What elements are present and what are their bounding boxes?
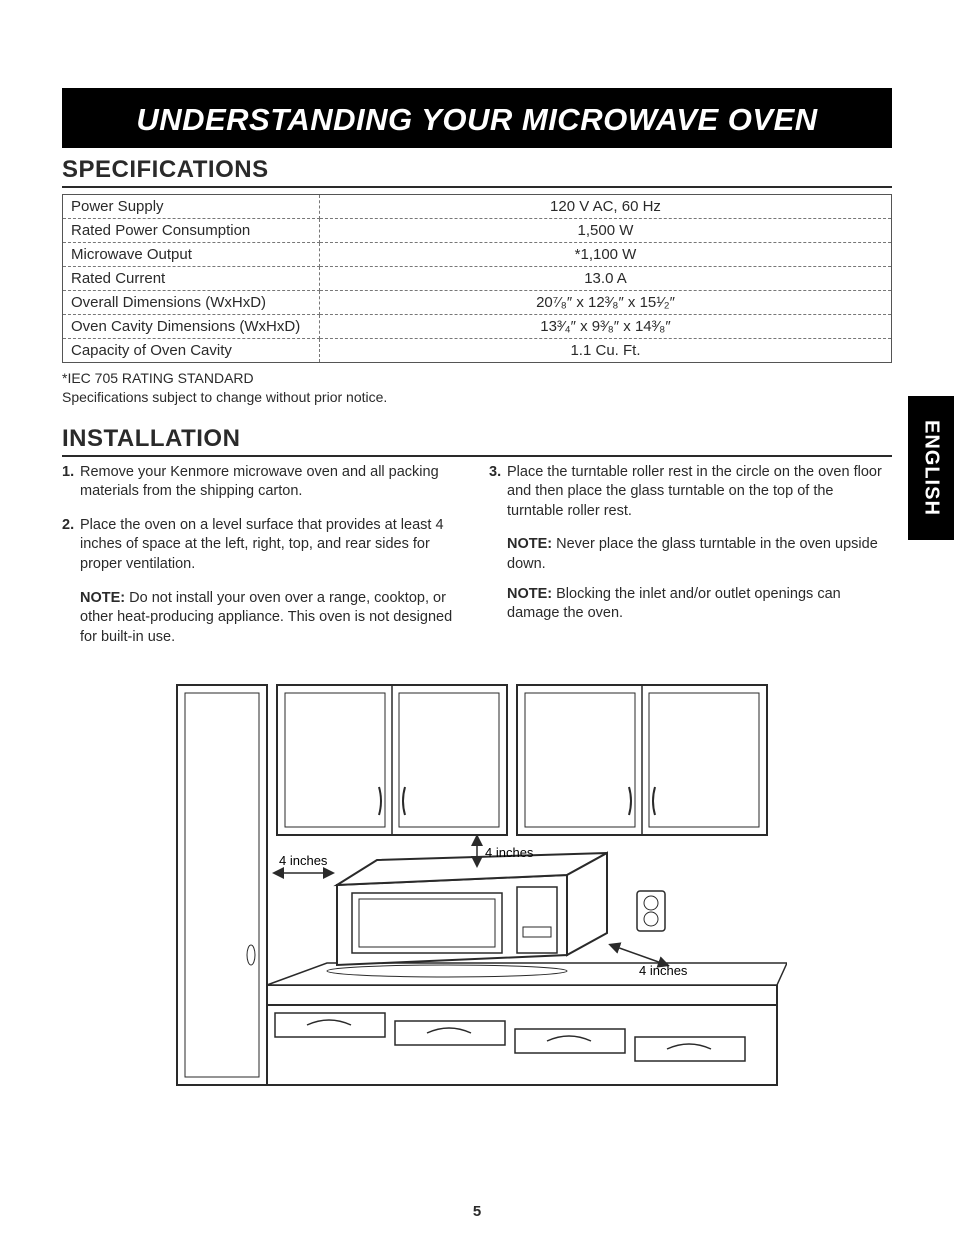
step-number: 3. xyxy=(489,463,507,522)
language-tab: ENGLISH xyxy=(908,396,954,540)
spec-label: Rated Current xyxy=(63,267,320,291)
installation-heading: INSTALLATION xyxy=(62,425,892,457)
install-note: NOTE: Blocking the inlet and/or outlet o… xyxy=(507,585,892,624)
specs-footnote: *IEC 705 RATING STANDARD Specifications … xyxy=(62,369,892,407)
table-row: Oven Cavity Dimensions (WxHxD)13³⁄₄″ x 9… xyxy=(63,315,892,339)
install-note: NOTE: Do not install your oven over a ra… xyxy=(80,589,465,648)
install-note: NOTE: Never place the glass turntable in… xyxy=(507,535,892,574)
spec-label: Power Supply xyxy=(63,195,320,219)
table-row: Power Supply120 V AC, 60 Hz xyxy=(63,195,892,219)
diagram-svg: 4 inches 4 inches 4 inches xyxy=(167,675,787,1105)
table-row: Rated Power Consumption1,500 W xyxy=(63,219,892,243)
spec-value: 13.0 A xyxy=(319,267,891,291)
note-text: Blocking the inlet and/or outlet opening… xyxy=(507,586,841,622)
spec-label: Microwave Output xyxy=(63,243,320,267)
table-row: Microwave Output*1,100 W xyxy=(63,243,892,267)
table-row: Rated Current13.0 A xyxy=(63,267,892,291)
spec-value: 20⁷⁄₈″ x 12³⁄₈″ x 15¹⁄₂″ xyxy=(319,291,891,315)
note-label: NOTE: xyxy=(507,586,552,602)
install-step-2: 2. Place the oven on a level surface tha… xyxy=(62,516,465,575)
diagram-label-top: 4 inches xyxy=(485,845,534,860)
spec-label: Rated Power Consumption xyxy=(63,219,320,243)
installation-diagram: 4 inches 4 inches 4 inches xyxy=(167,675,787,1105)
note-label: NOTE: xyxy=(80,590,125,606)
spec-label: Overall Dimensions (WxHxD) xyxy=(63,291,320,315)
spec-label: Oven Cavity Dimensions (WxHxD) xyxy=(63,315,320,339)
step-text: Place the oven on a level surface that p… xyxy=(80,516,465,575)
install-step-3: 3. Place the turntable roller rest in th… xyxy=(489,463,892,522)
page-banner: UNDERSTANDING YOUR MICROWAVE OVEN xyxy=(62,88,892,148)
spec-value: 1.1 Cu. Ft. xyxy=(319,339,891,363)
installation-left-col: 1. Remove your Kenmore microwave oven an… xyxy=(62,463,465,658)
page-number: 5 xyxy=(0,1203,954,1220)
step-number: 1. xyxy=(62,463,80,502)
diagram-label-left: 4 inches xyxy=(279,853,328,868)
step-number: 2. xyxy=(62,516,80,575)
installation-right-col: 3. Place the turntable roller rest in th… xyxy=(489,463,892,658)
diagram-label-right: 4 inches xyxy=(639,963,688,978)
spec-value: 13³⁄₄″ x 9³⁄₈″ x 14³⁄₈″ xyxy=(319,315,891,339)
specs-heading: SPECIFICATIONS xyxy=(62,156,892,188)
spec-label: Capacity of Oven Cavity xyxy=(63,339,320,363)
note-text: Never place the glass turntable in the o… xyxy=(507,536,878,572)
specs-table: Power Supply120 V AC, 60 Hz Rated Power … xyxy=(62,194,892,363)
step-text: Place the turntable roller rest in the c… xyxy=(507,463,892,522)
install-step-1: 1. Remove your Kenmore microwave oven an… xyxy=(62,463,465,502)
spec-value: 1,500 W xyxy=(319,219,891,243)
spec-value: *1,100 W xyxy=(319,243,891,267)
footnote-line: Specifications subject to change without… xyxy=(62,388,892,407)
footnote-line: *IEC 705 RATING STANDARD xyxy=(62,369,892,388)
note-text: Do not install your oven over a range, c… xyxy=(80,590,452,645)
step-text: Remove your Kenmore microwave oven and a… xyxy=(80,463,465,502)
installation-columns: 1. Remove your Kenmore microwave oven an… xyxy=(62,463,892,658)
table-row: Capacity of Oven Cavity1.1 Cu. Ft. xyxy=(63,339,892,363)
note-label: NOTE: xyxy=(507,536,552,552)
table-row: Overall Dimensions (WxHxD)20⁷⁄₈″ x 12³⁄₈… xyxy=(63,291,892,315)
spec-value: 120 V AC, 60 Hz xyxy=(319,195,891,219)
